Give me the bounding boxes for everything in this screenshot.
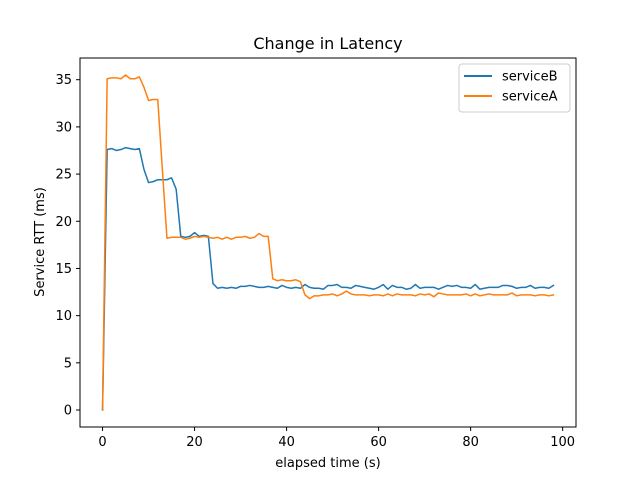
series-line-serviceB xyxy=(101,146,555,411)
y-tick-label: 15 xyxy=(55,262,72,277)
x-tick-label: 80 xyxy=(462,435,479,450)
axes-frame xyxy=(79,57,577,428)
x-tick-label: 100 xyxy=(550,435,575,450)
series-line-serviceA xyxy=(101,74,555,411)
x-tick-label: 40 xyxy=(278,435,295,450)
y-tick-label: 10 xyxy=(55,309,72,324)
plot-lines xyxy=(101,74,555,411)
x-tick-label: 20 xyxy=(186,435,203,450)
y-tick-label: 20 xyxy=(55,215,72,230)
x-tick-label: 60 xyxy=(370,435,387,450)
y-tick-label: 30 xyxy=(55,120,72,135)
legend-label-serviceB: serviceB xyxy=(502,70,558,85)
chart-title: Change in Latency xyxy=(253,34,402,53)
y-tick-label: 5 xyxy=(64,356,72,371)
y-tick-label: 35 xyxy=(55,73,72,88)
y-axis: 0 5 10 15 20 25 30 35 xyxy=(55,73,80,419)
x-tick-label: 0 xyxy=(98,435,106,450)
y-tick-label: 0 xyxy=(64,404,72,419)
legend: serviceB serviceA xyxy=(458,63,571,113)
legend-label-serviceA: serviceA xyxy=(502,90,558,105)
x-axis-title: elapsed time (s) xyxy=(275,456,380,471)
y-tick-label: 25 xyxy=(55,168,72,183)
x-axis: 0 20 40 60 80 100 xyxy=(98,427,575,450)
y-axis-title: Service RTT (ms) xyxy=(33,187,48,297)
